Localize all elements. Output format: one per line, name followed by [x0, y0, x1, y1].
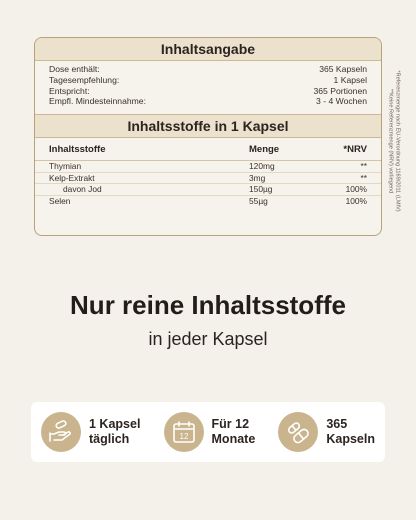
feature-daily-dose-line2: täglich	[89, 432, 130, 446]
ingredients-section-title: Inhaltsstoffe in 1 Kapsel	[35, 114, 381, 139]
ingredient-amount: 120mg	[249, 161, 275, 172]
ingredient-nrv: 100%	[345, 195, 367, 206]
fact-key: Dose enthält:	[49, 64, 100, 74]
feature-capsule-count-line2: Kapseln	[326, 432, 375, 446]
calendar-number: 12	[179, 432, 188, 441]
ingredient-amount: 55µg	[249, 195, 268, 206]
fact-row: Tagesempfehlung: 1 Kapsel	[49, 75, 367, 86]
column-header-name: Inhaltsstoffe	[49, 144, 106, 156]
headline: Nur reine Inhaltsstoffe	[70, 290, 346, 320]
nutrition-label: Inhaltsangabe Dose enthält: 365 Kapseln …	[34, 37, 382, 236]
feature-bar: 1 Kapsel täglich 12 Für 12 Monate	[31, 402, 385, 462]
footnote-reference: *Referenzmenge nach EU-Verordnung 1169/2…	[395, 70, 401, 212]
feature-duration-line1: Für 12	[211, 417, 250, 431]
ingredient-name: Kelp-Extrakt	[49, 172, 95, 183]
feature-duration: 12 Für 12 Monate	[163, 412, 256, 452]
fact-value: 365 Portionen	[313, 85, 367, 96]
capsules-icon	[278, 412, 319, 452]
feature-duration-line2: Monate	[211, 432, 256, 446]
table-row: Thymian 120mg **	[35, 161, 381, 173]
column-header-amount: Menge	[249, 144, 280, 156]
feature-daily-dose-line1: 1 Kapsel	[89, 417, 141, 431]
hand-capsule-icon	[41, 412, 81, 452]
ingredient-name: Selen	[49, 195, 71, 206]
reference-footnote: *Referenzmenge nach EU-Verordnung 1169/2…	[383, 36, 405, 246]
label-facts: Dose enthält: 365 Kapseln Tagesempfehlun…	[35, 61, 381, 114]
calendar-icon: 12	[163, 412, 204, 452]
fact-value: 1 Kapsel	[333, 74, 367, 85]
footnote-no-reference: **Keine Referenzmenge (NRV) vorliegend	[388, 88, 394, 194]
fact-row: Empfl. Mindesteinnahme: 3 - 4 Wochen	[49, 96, 367, 107]
fact-row: Dose enthält: 365 Kapseln	[49, 64, 367, 75]
fact-value: 3 - 4 Wochen	[316, 96, 367, 107]
ingredients-table-header: Inhaltsstoffe Menge *NRV	[35, 138, 381, 162]
subheadline: in jeder Kapsel	[148, 329, 268, 349]
fact-value: 365 Kapseln	[319, 64, 367, 74]
feature-capsule-count-line1: 365	[326, 417, 348, 431]
fact-key: Empfl. Mindesteinnahme:	[49, 96, 146, 107]
feature-capsule-count: 365 Kapseln	[278, 412, 375, 452]
fact-key: Entspricht:	[49, 85, 90, 96]
table-row: Selen 55µg 100%	[35, 196, 381, 207]
ingredient-name: davon Jod	[63, 184, 102, 195]
ingredient-nrv: 100%	[345, 184, 367, 195]
ingredient-name: Thymian	[49, 161, 82, 172]
ingredient-amount: 3mg	[249, 172, 266, 183]
fact-row: Entspricht: 365 Portionen	[49, 86, 367, 97]
fact-key: Tagesempfehlung:	[49, 74, 120, 85]
ingredient-amount: 150µg	[249, 184, 273, 195]
ingredient-nrv: **	[360, 172, 367, 183]
ingredient-nrv: **	[360, 161, 367, 172]
column-header-nrv: *NRV	[343, 144, 367, 156]
label-title: Inhaltsangabe	[35, 38, 381, 61]
table-row: davon Jod 150µg 100%	[35, 184, 381, 196]
table-row: Kelp-Extrakt 3mg **	[35, 173, 381, 185]
feature-daily-dose: 1 Kapsel täglich	[41, 412, 140, 452]
